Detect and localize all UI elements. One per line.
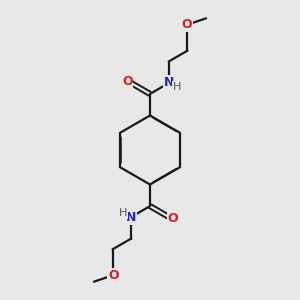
Text: O: O bbox=[122, 75, 133, 88]
Text: N: N bbox=[126, 211, 136, 224]
Text: H: H bbox=[119, 208, 127, 218]
Text: O: O bbox=[108, 269, 119, 282]
Text: H: H bbox=[173, 82, 181, 92]
Text: N: N bbox=[164, 76, 174, 89]
Text: O: O bbox=[182, 18, 192, 31]
Text: O: O bbox=[167, 212, 178, 225]
